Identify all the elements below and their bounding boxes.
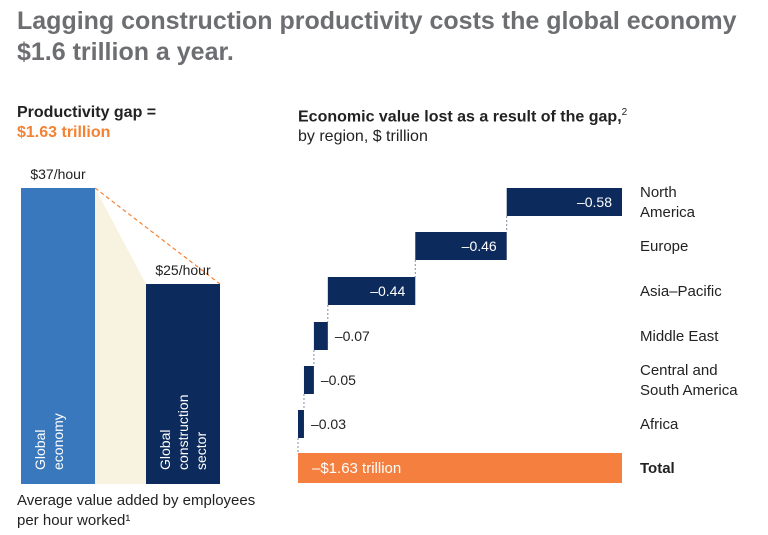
chart-title: Lagging construction productivity costs … [17,7,737,66]
region-label: Central and [640,362,718,379]
waterfall-bar [415,232,507,260]
bar-category-label: Global [32,430,48,470]
gap-dashed-connector [94,187,221,285]
region-label: North [640,184,677,201]
productivity-gap-label: Productivity gap = [17,104,157,121]
productivity-bar [21,188,95,484]
waterfall-value-label: –0.05 [321,372,356,388]
waterfall-value-label: –0.46 [462,238,497,254]
productivity-gap-heading: Productivity gap = $1.63 trillion [17,103,277,143]
bar-value-label: $37/hour [30,166,86,182]
region-label: Asia–Pacific [640,283,722,300]
productivity-gap-value: $1.63 trillion [17,124,111,141]
waterfall-bar [298,410,304,438]
bar-category-label: economy [50,413,66,470]
bar-value-label: $25/hour [155,262,211,278]
footnote-marker: 2 [621,107,628,118]
waterfall-subtitle: by region, $ trillion [298,128,428,146]
region-label: South America [640,382,738,399]
waterfall-bar [303,366,314,394]
total-bar [298,453,622,483]
region-label: Middle East [640,328,719,345]
waterfall-bar [313,322,328,350]
total-label: Total [640,460,675,477]
region-label: Europe [640,238,688,255]
waterfall-title: Economic value lost as a result of the g… [298,108,622,126]
total-value-label: –$1.63 trillion [312,460,401,477]
waterfall-value-label: –0.03 [311,416,346,432]
productivity-gap-area [95,188,146,484]
left-footnote: Average value added by employees per hou… [17,492,256,529]
waterfall-value-label: –0.07 [335,328,370,344]
waterfall-bar [506,188,622,216]
bar-category-label: construction [175,395,191,470]
waterfall-bar [327,277,416,305]
bar-category-label: sector [193,432,209,470]
waterfall-value-label: –0.58 [577,194,612,210]
region-label: Africa [640,416,679,433]
productivity-bar [146,284,220,484]
waterfall-heading: Economic value lost as a result of the g… [298,103,718,147]
bar-category-label: Global [157,430,173,470]
waterfall-value-label: –0.44 [370,283,405,299]
region-label: America [640,204,696,221]
